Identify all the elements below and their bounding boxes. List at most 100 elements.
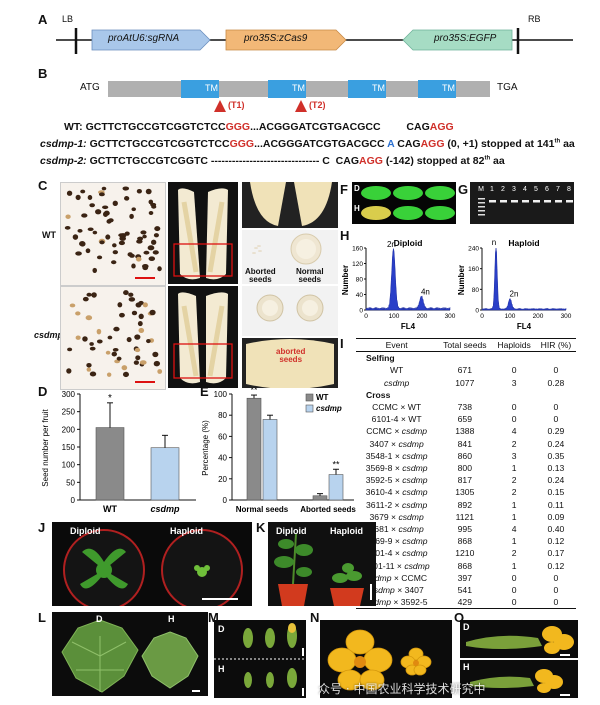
hir-table-cell: 0.09 (547, 511, 565, 522)
hir-table-cell: 800 (457, 463, 472, 474)
aborted-seeds-label: Aborted seeds (245, 267, 276, 284)
gel-lane-label: 5 (534, 186, 538, 193)
flow-x-tick-label: 200 (417, 313, 428, 320)
seed-dot (75, 251, 82, 256)
wt-seeds-photo (60, 182, 166, 286)
plantlet-dish-photo (52, 522, 252, 606)
hir-table-row: 3592-5 × csdmp 817 2 0.24 (356, 474, 576, 486)
hir-table-cell: 0.35 (547, 450, 565, 461)
panel-c-label: C (38, 178, 48, 193)
seed-dot (82, 336, 88, 342)
seed-dot (96, 328, 102, 335)
seed-dot (101, 186, 107, 191)
seed-dot (128, 292, 134, 297)
seed-dot (129, 253, 135, 258)
seed-dot (85, 315, 93, 321)
seed-dot (134, 347, 141, 353)
seed-dot (98, 192, 105, 197)
seed-dot (137, 236, 144, 241)
hir-table-cell: CCMC × csdmp (366, 426, 428, 437)
seed-dot (131, 310, 138, 316)
hir-section-selfing: Selfing (366, 353, 395, 364)
seed-dot (118, 240, 125, 246)
hir-table-cell: 1 (511, 511, 517, 522)
seed-dot (111, 351, 117, 357)
tm-2: TM (292, 83, 305, 93)
seed-dot (92, 230, 98, 235)
hir-table-cell: 3681 × csdmp (369, 524, 424, 535)
flow-y-label: Number (458, 265, 466, 295)
gel-marker-band (478, 214, 485, 216)
f-d-label: D (354, 184, 360, 193)
gel-marker-band (478, 198, 485, 200)
hir-table-cell: 0.28 (547, 377, 565, 388)
hir-table-row: 6101-11 × csdmp 868 1 0.12 (356, 560, 576, 572)
seed-dot (151, 239, 157, 245)
e-y-tick-label: 40 (218, 454, 227, 463)
hir-table-cell: 2 (511, 487, 517, 498)
panel-g-label: G (458, 182, 469, 197)
k-diploid-label: Diploid (276, 526, 307, 536)
seed-dot (75, 311, 81, 316)
gel-lane-label: 4 (523, 186, 527, 193)
hir-table-cell: 429 (457, 597, 472, 608)
hir-table-row: 3407 × csdmp 841 2 0.24 (356, 438, 576, 450)
seed-dot (133, 360, 139, 365)
seed-dot (153, 233, 159, 238)
hir-table-cell: 4 (511, 426, 517, 437)
seed-dot (116, 356, 122, 361)
e-legend-label: WT (316, 393, 329, 402)
seed-dot (82, 296, 89, 302)
seed-dot (126, 336, 132, 343)
e-legend-label: csdmp (316, 404, 342, 413)
flow-title: Diploid (394, 238, 423, 248)
seed-dot (135, 256, 142, 262)
d-significance: * (108, 393, 112, 404)
seed-dot (87, 195, 93, 200)
lb-label: LB (62, 14, 74, 24)
seed-dot (147, 245, 155, 251)
hir-table-cell: CCMC × WT (372, 402, 422, 413)
d-y-tick-label: 50 (66, 478, 75, 487)
seed-dot (87, 227, 94, 232)
l-h-label: H (168, 614, 175, 624)
hir-table-cell: 0.40 (547, 524, 565, 535)
panel-m-label: M (208, 610, 219, 625)
flow-peak-label: 2n (387, 240, 396, 249)
seed-dot (153, 362, 159, 367)
seed-dot (149, 309, 156, 316)
hir-header-total: Total seeds (443, 340, 487, 350)
gel-lane-label: 8 (567, 186, 571, 193)
gel-lane-label: 6 (545, 186, 549, 193)
flow-y-tick-label: 120 (352, 261, 363, 268)
hir-table-cell: 4 (511, 524, 517, 535)
hir-table-cell: 995 (457, 524, 472, 535)
normal-seeds-label: Normal seeds (296, 267, 324, 284)
flow-diploid-chart: 0 40 80 120 160 0 100 200 300 2n 4n Diploid FL4 Numbe… (341, 236, 460, 332)
seed-dot (139, 360, 147, 365)
seed-dot (142, 302, 148, 308)
seed-dot (89, 342, 94, 346)
hir-table-cell: 841 (457, 438, 472, 449)
hir-table-cell: 397 (457, 572, 472, 583)
flow-title: Haploid (508, 238, 539, 248)
hir-table-cell: 1388 (455, 426, 475, 437)
d-bar (95, 427, 125, 501)
seed-dot (86, 292, 92, 297)
seed-dot (138, 327, 145, 333)
seed-dot (108, 218, 114, 223)
seed-dot (105, 350, 111, 355)
e-x-tick-label: Normal seeds (236, 505, 289, 514)
seed-dot (69, 303, 76, 308)
fruit-h-photo (460, 660, 578, 698)
tm-1: TM (205, 83, 218, 93)
c-wt-label: WT (42, 230, 56, 240)
seed-dot (119, 312, 125, 318)
hir-table-row: CCMC × csdmp 1388 4 0.29 (356, 425, 576, 437)
seed-dot (85, 248, 91, 254)
seed-dot (142, 263, 149, 269)
gel-band (544, 200, 551, 203)
hir-table-cell: 659 (457, 414, 472, 425)
seed-dot (66, 190, 73, 196)
